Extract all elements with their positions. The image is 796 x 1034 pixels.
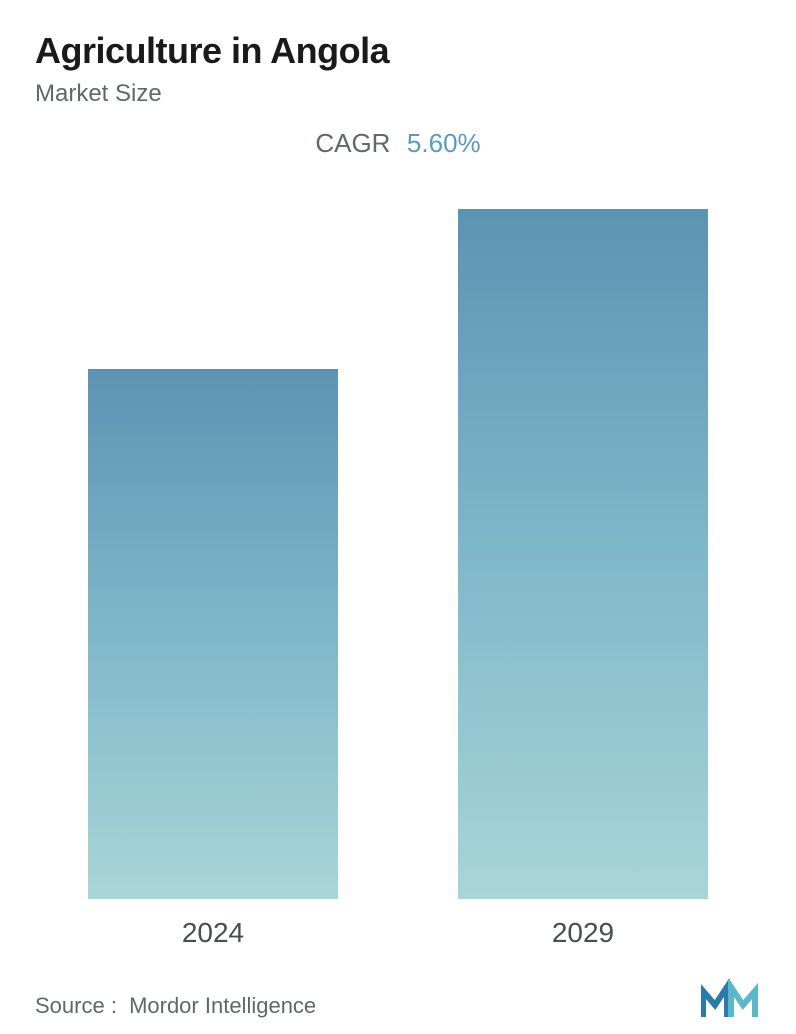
mordor-logo-icon (701, 979, 761, 1019)
source: Source : Mordor Intelligence (35, 993, 316, 1019)
bar-group-0: 2024 (88, 369, 338, 949)
source-label: Source : (35, 993, 117, 1018)
bar-label-1: 2029 (552, 917, 614, 949)
cagr-label: CAGR (315, 128, 390, 158)
cagr-row: CAGR 5.60% (35, 128, 761, 159)
page-title: Agriculture in Angola (35, 30, 761, 72)
page-subtitle: Market Size (35, 80, 761, 108)
bar-0 (88, 369, 338, 899)
bar-label-0: 2024 (182, 917, 244, 949)
footer: Source : Mordor Intelligence (35, 949, 761, 1019)
source-name: Mordor Intelligence (129, 993, 316, 1018)
bar-group-1: 2029 (458, 209, 708, 949)
bar-chart: 2024 2029 (35, 209, 761, 949)
bar-1 (458, 209, 708, 899)
cagr-value: 5.60% (407, 128, 481, 158)
